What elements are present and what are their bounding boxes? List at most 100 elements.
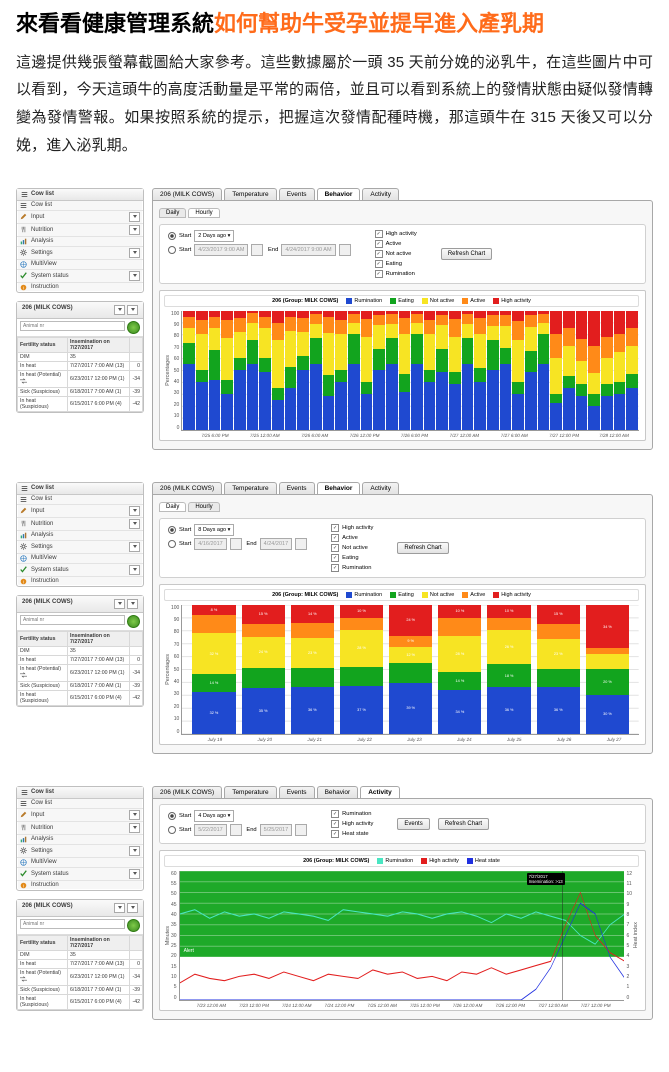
start-date-input[interactable]: 4/23/2017 9:00 AM bbox=[194, 244, 248, 256]
start-mode-select[interactable]: 2 Days ago ▾ bbox=[194, 230, 234, 242]
stacked-bar[interactable] bbox=[361, 311, 373, 430]
stacked-bar[interactable]: 34 %14 %28 %10 % bbox=[438, 605, 481, 734]
stacked-bar[interactable] bbox=[183, 311, 195, 430]
stacked-bar[interactable] bbox=[588, 311, 600, 430]
start-absolute-radio[interactable]: Start 4/16/2017 End 4/24/2017 bbox=[168, 538, 307, 550]
sidebar-item-instruction[interactable]: iInstruction bbox=[17, 577, 143, 586]
table-row[interactable]: In heat 7/27/2017 7:00 AM (13)0 bbox=[18, 959, 143, 968]
events-button[interactable]: Events bbox=[397, 818, 429, 830]
search-go-button[interactable] bbox=[127, 919, 140, 932]
check-eating[interactable]: Eating bbox=[375, 260, 417, 268]
stacked-bar[interactable]: 39 %12 %9 %24 % bbox=[389, 605, 432, 734]
cow-list-header[interactable]: Cow list bbox=[17, 483, 143, 495]
stacked-bar[interactable]: 36 %18 %26 %10 % bbox=[487, 605, 530, 734]
stacked-bar[interactable] bbox=[449, 311, 461, 430]
sidebar-item-analysis[interactable]: Analysis bbox=[17, 531, 143, 541]
stacked-bar[interactable] bbox=[221, 311, 233, 430]
table-row[interactable]: In heat (Potential) 6/23/2017 12:00 PM (… bbox=[18, 968, 143, 985]
search-go-button[interactable] bbox=[127, 615, 140, 628]
stacked-bar[interactable] bbox=[259, 311, 271, 430]
check-high-activity[interactable]: High activity bbox=[331, 524, 373, 532]
dropdown-icon[interactable] bbox=[129, 225, 140, 235]
dropdown-icon[interactable] bbox=[129, 248, 140, 258]
table-row[interactable]: Sick (Suspicious) 6/18/2017 7:00 AM (1)-… bbox=[18, 681, 143, 690]
tab--milk-cows-[interactable]: 206 (MILK COWS) bbox=[152, 188, 222, 200]
dropdown-icon[interactable] bbox=[129, 271, 140, 281]
tab-temperature[interactable]: Temperature bbox=[224, 188, 277, 200]
check-eating[interactable]: Eating bbox=[331, 554, 373, 562]
stacked-bar[interactable] bbox=[436, 311, 448, 430]
start-date-input[interactable]: 5/22/2017 bbox=[194, 824, 226, 836]
dropdown-icon[interactable] bbox=[129, 542, 140, 552]
start-mode-select[interactable]: 8 Days ago ▾ bbox=[194, 524, 234, 536]
animal-search-input[interactable] bbox=[20, 321, 125, 331]
stacked-bar[interactable] bbox=[576, 311, 588, 430]
stacked-bar[interactable] bbox=[323, 311, 335, 430]
tab-temperature[interactable]: Temperature bbox=[224, 482, 277, 494]
stacked-bar[interactable] bbox=[234, 311, 246, 430]
stacked-bar[interactable] bbox=[487, 311, 499, 430]
sidebar-item-input[interactable]: Input bbox=[17, 809, 143, 822]
sidebar-item-nutrition[interactable]: Nutrition bbox=[17, 822, 143, 835]
sidebar-item-input[interactable]: Input bbox=[17, 505, 143, 518]
start-relative-radio[interactable]: Start 2 Days ago ▾ bbox=[168, 230, 351, 242]
calendar-icon[interactable] bbox=[251, 244, 263, 256]
stacked-bar[interactable] bbox=[550, 311, 562, 430]
stacked-bar[interactable] bbox=[411, 311, 423, 430]
tab-events[interactable]: Events bbox=[279, 482, 315, 494]
sidebar-item-cow-list[interactable]: Cow list bbox=[17, 799, 143, 809]
stacked-bar[interactable] bbox=[399, 311, 411, 430]
stacked-bar[interactable] bbox=[386, 311, 398, 430]
check-active[interactable]: Active bbox=[375, 240, 417, 248]
refresh-chart-button[interactable]: Refresh Chart bbox=[397, 542, 448, 554]
start-absolute-radio[interactable]: Start 4/23/2017 9:00 AM End 4/24/2017 9:… bbox=[168, 244, 351, 256]
table-row[interactable]: Sick (Suspicious) 6/18/2017 7:00 AM (1)-… bbox=[18, 985, 143, 994]
stacked-bar[interactable] bbox=[525, 311, 537, 430]
calendar-icon[interactable] bbox=[295, 824, 307, 836]
tab-behavior[interactable]: Behavior bbox=[317, 482, 361, 494]
check-not-active[interactable]: Not active bbox=[375, 250, 417, 258]
table-row[interactable]: In heat (Suspicious) 6/15/2017 6:00 PM (… bbox=[18, 690, 143, 705]
stacked-bar[interactable] bbox=[614, 311, 626, 430]
sidebar-item-multiview[interactable]: MultiView bbox=[17, 260, 143, 270]
dropdown-icon[interactable] bbox=[129, 810, 140, 820]
sidebar-item-system-status[interactable]: System status bbox=[17, 270, 143, 283]
table-row[interactable]: In heat (Potential) 6/23/2017 12:00 PM (… bbox=[18, 664, 143, 681]
tab-activity[interactable]: Activity bbox=[362, 482, 399, 494]
stacked-bar[interactable] bbox=[348, 311, 360, 430]
calendar-icon[interactable] bbox=[230, 538, 242, 550]
sidebar-item-system-status[interactable]: System status bbox=[17, 868, 143, 881]
prev-cow[interactable] bbox=[114, 305, 125, 315]
stacked-bar[interactable] bbox=[209, 311, 221, 430]
stacked-bar[interactable] bbox=[538, 311, 550, 430]
end-date-input[interactable]: 4/24/2017 9:00 AM bbox=[281, 244, 335, 256]
table-row[interactable]: In heat (Suspicious) 6/15/2017 6:00 PM (… bbox=[18, 396, 143, 411]
sidebar-item-settings[interactable]: Settings bbox=[17, 247, 143, 260]
sidebar-item-instruction[interactable]: iInstruction bbox=[17, 881, 143, 890]
sidebar-item-instruction[interactable]: iInstruction bbox=[17, 283, 143, 292]
dropdown-icon[interactable] bbox=[129, 869, 140, 879]
calendar-icon[interactable] bbox=[295, 538, 307, 550]
table-row[interactable]: In heat 7/27/2017 7:00 AM (13)0 bbox=[18, 361, 143, 370]
tab-behavior[interactable]: Behavior bbox=[317, 786, 359, 798]
dropdown-icon[interactable] bbox=[129, 506, 140, 516]
cow-list-header[interactable]: Cow list bbox=[17, 787, 143, 799]
stacked-bar[interactable] bbox=[474, 311, 486, 430]
stacked-bar[interactable] bbox=[500, 311, 512, 430]
next-cow[interactable] bbox=[127, 903, 138, 913]
table-row[interactable]: In heat (Suspicious) 6/15/2017 6:00 PM (… bbox=[18, 994, 143, 1009]
sidebar-item-cow-list[interactable]: Cow list bbox=[17, 201, 143, 211]
stacked-bar[interactable] bbox=[601, 311, 613, 430]
dropdown-icon[interactable] bbox=[129, 212, 140, 222]
table-row[interactable]: Sick (Suspicious) 6/18/2017 7:00 AM (1)-… bbox=[18, 387, 143, 396]
stacked-bar[interactable]: 36 %23 %14 % bbox=[291, 605, 334, 734]
cow-list-header[interactable]: Cow list bbox=[17, 189, 143, 201]
start-date-input[interactable]: 4/16/2017 bbox=[194, 538, 226, 550]
calendar-icon[interactable] bbox=[230, 824, 242, 836]
check-rumination[interactable]: Rumination bbox=[375, 270, 417, 278]
stacked-bar[interactable] bbox=[297, 311, 309, 430]
stacked-bar[interactable] bbox=[310, 311, 322, 430]
sidebar-item-nutrition[interactable]: Nutrition bbox=[17, 224, 143, 237]
search-go-button[interactable] bbox=[127, 321, 140, 334]
sidebar-item-system-status[interactable]: System status bbox=[17, 564, 143, 577]
